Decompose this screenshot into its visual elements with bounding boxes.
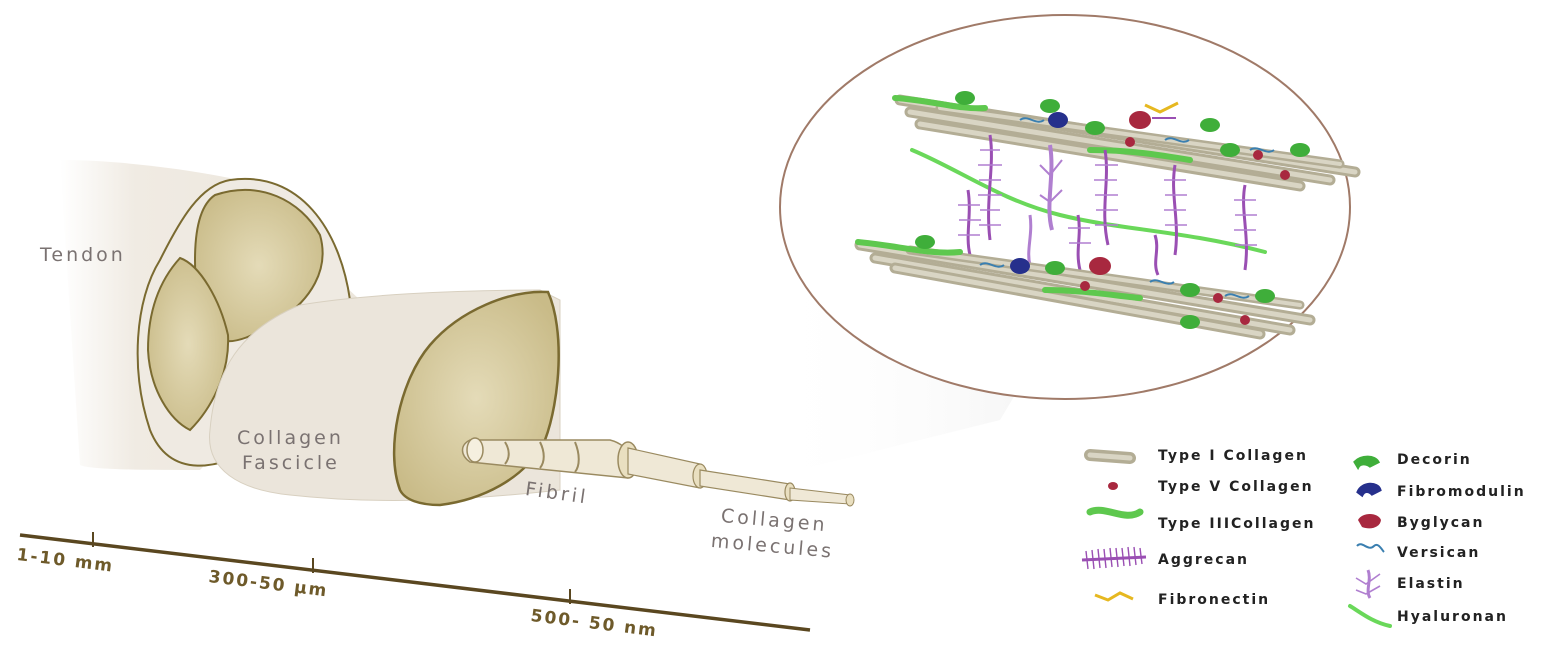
interfibrillar-matrix (910, 134, 1267, 276)
collagen-type-1-rod-icon (1084, 449, 1136, 464)
aggrecan-brush-icon (1081, 546, 1147, 570)
collagen-fascicle-label-line1: Collagen (237, 427, 344, 449)
legend-type-3-collagen: Type IIICollagen (1158, 516, 1316, 532)
legend-icons (1081, 449, 1392, 628)
legend-byglycan: Byglycan (1397, 515, 1485, 531)
legend-elastin: Elastin (1397, 576, 1465, 592)
decorin-icon (1353, 455, 1381, 471)
scale-bar (19, 532, 811, 632)
collagen-type-5-dot-icon (1108, 482, 1118, 490)
fibril (461, 437, 855, 507)
versican-icon (1356, 543, 1385, 553)
legend-hyaluronan: Hyaluronan (1397, 609, 1508, 625)
tendon-label: Tendon (40, 244, 126, 266)
fibronectin-icon (1094, 591, 1134, 602)
legend-fibronectin: Fibronectin (1158, 592, 1271, 608)
byglycan-icon (1358, 514, 1381, 529)
legend-type-5-collagen: Type V Collagen (1158, 479, 1314, 495)
legend-decorin: Decorin (1397, 452, 1472, 468)
legend-versican: Versican (1397, 545, 1481, 561)
upper-fibril-bundle (892, 91, 1361, 192)
collagen-type-3-strand-icon (1086, 506, 1144, 519)
legend-aggrecan: Aggrecan (1158, 552, 1249, 568)
magnified-matrix-view (779, 14, 1361, 400)
fibromodulin-icon (1356, 482, 1382, 498)
legend-fibromodulin: Fibromodulin (1397, 484, 1526, 500)
legend-type-1-collagen: Type I Collagen (1158, 448, 1308, 464)
hyaluronan-icon (1348, 604, 1392, 628)
lower-fibril-bundle (854, 235, 1316, 340)
collagen-fascicle-label-line2: Fascicle (242, 452, 340, 474)
elastin-icon (1355, 569, 1381, 599)
